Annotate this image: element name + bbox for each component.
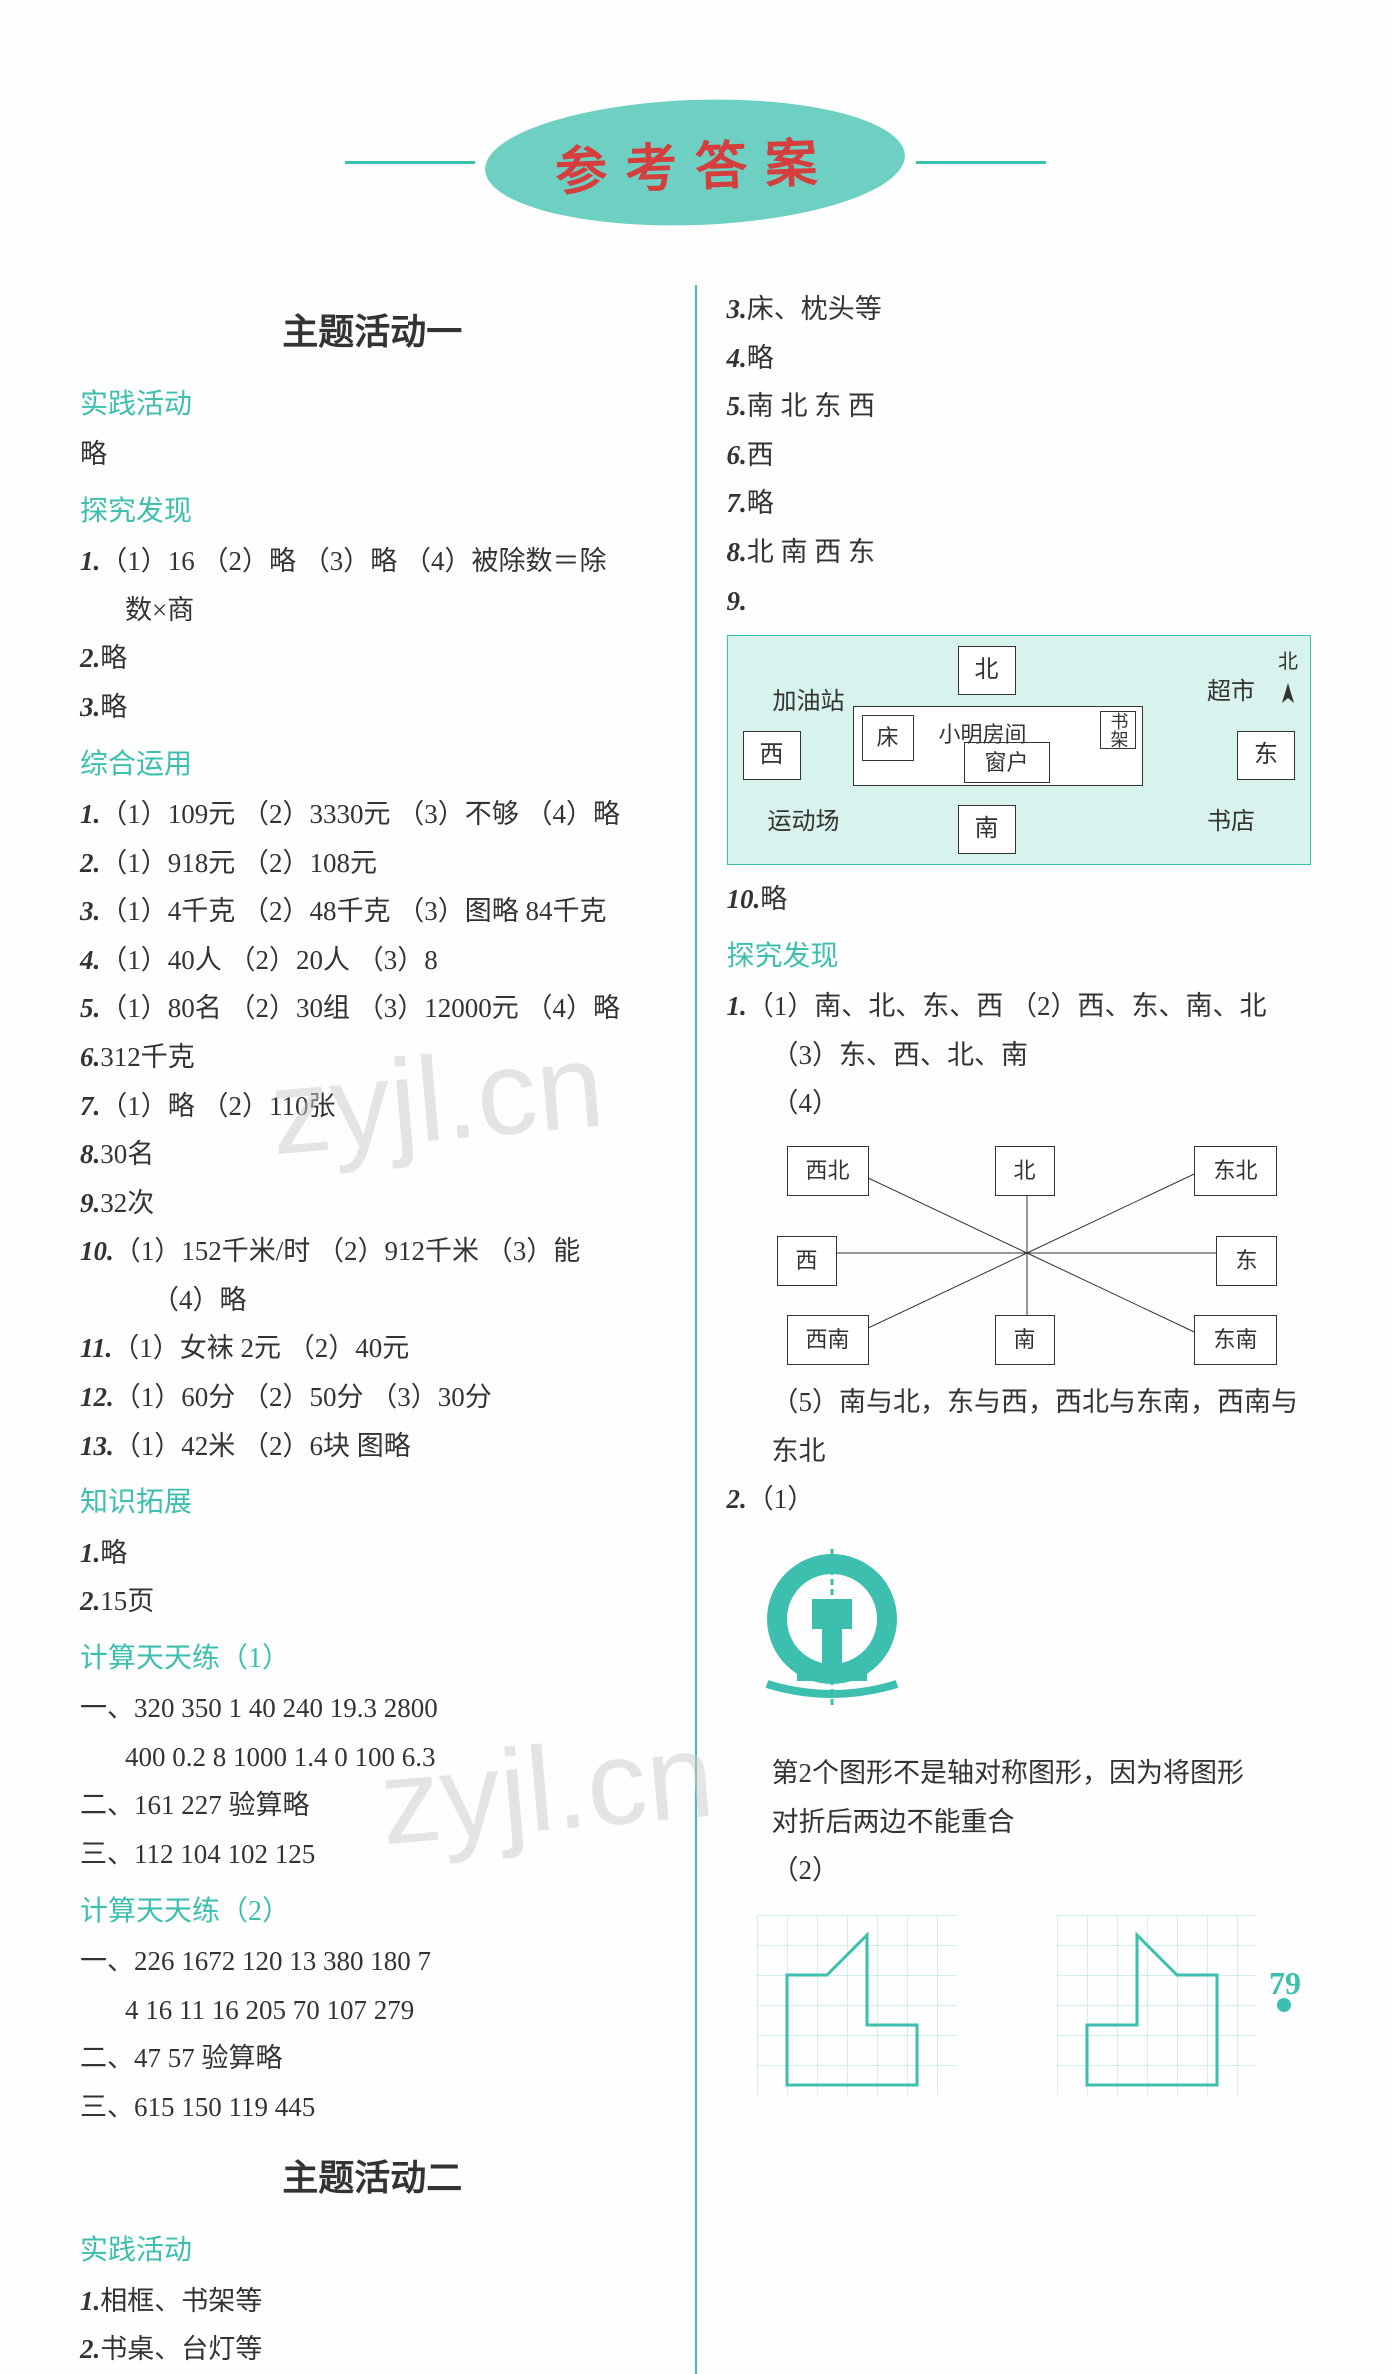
explore2-title: 探究发现 [727, 932, 1312, 982]
compass-se: 东南 [1194, 1315, 1276, 1365]
apply-1: 1.（1）109元 （2）3330元 （3）不够 （4）略 [80, 790, 665, 839]
calc1-1: 一、320 350 1 40 240 19.3 2800 [80, 1684, 665, 1733]
apply-3: 3.（1）4千克 （2）48千克 （3）图略 84千克 [80, 887, 665, 936]
content-columns: 主题活动一 实践活动 略 探究发现 1.（1）16 （2）略 （3）略 （4）被… [80, 285, 1311, 2374]
apply-8: 8.30名 [80, 1130, 665, 1179]
cont-9: 9. [727, 577, 1312, 626]
map-gas: 加油站 [773, 681, 845, 724]
practice2-title: 实践活动 [80, 2226, 665, 2276]
explore-2: 2.略 [80, 634, 665, 683]
compass-e: 东 [1216, 1236, 1276, 1286]
cont-8: 8.北 南 西 东 [727, 528, 1312, 577]
compass-diagram: 西北 北 东北 西 东 西南 南 东南 [747, 1138, 1307, 1368]
map-west: 西 [743, 731, 801, 780]
compass-ne: 东北 [1194, 1146, 1276, 1196]
shape-left [757, 1915, 957, 2095]
apply-12: 12.（1）60分 （2）50分 （3）30分 [80, 1373, 665, 1422]
calc2-title: 计算天天练（2） [80, 1887, 665, 1937]
map-bed: 床 [862, 715, 914, 761]
cont-6: 6.西 [727, 431, 1312, 480]
room-outer: 床 小明房间 书架 窗户 [853, 706, 1143, 786]
apply-5: 5.（1）80名 （2）30组 （3）12000元 （4）略 [80, 984, 665, 1033]
map-east: 东 [1237, 731, 1295, 780]
extend-2: 2.15页 [80, 1577, 665, 1626]
compass-w: 西 [777, 1236, 837, 1286]
shape-right [1057, 1915, 1257, 2095]
map-diagram: 北 加油站 超市 西 东 床 小明房间 书架 窗户 运动场 南 书店 北 [727, 635, 1312, 865]
apply-7: 7.（1）略 （2）110张 [80, 1082, 665, 1131]
shapes-row [757, 1915, 1312, 2095]
apply-6: 6.312千克 [80, 1033, 665, 1082]
compass-nw: 西北 [787, 1146, 869, 1196]
title-line-right [916, 161, 1046, 164]
explore2-2: 2.（1） [727, 1475, 1312, 1524]
compass-s: 南 [995, 1315, 1055, 1365]
map-shelf: 书架 [1100, 711, 1136, 749]
calc2-2: 二、47 57 验算略 [80, 2034, 665, 2083]
apply-title: 综合运用 [80, 740, 665, 790]
calc1-2: 二、161 227 验算略 [80, 1781, 665, 1830]
title-line-left [345, 161, 475, 164]
page-title: 参考答案 [483, 93, 907, 233]
calc2-3: 三、615 150 119 445 [80, 2083, 665, 2132]
cont-7: 7.略 [727, 479, 1312, 528]
column-divider [695, 285, 697, 2374]
practice2-1: 1.相框、书架等 [80, 2277, 665, 2326]
cont-3: 3.床、枕头等 [727, 285, 1312, 334]
cont-10: 10.略 [727, 875, 1312, 924]
explore2-1-5: （5）南与北，东与西，西北与东南，西南与东北 [727, 1378, 1312, 1475]
explore-1: 1.（1）16 （2）略 （3）略 （4）被除数＝除 [80, 537, 665, 586]
title-banner: 参考答案 [80, 100, 1311, 225]
railway-logo-icon [757, 1544, 907, 1714]
explore2-1: 1.（1）南、北、东、西 （2）西、东、南、北 [727, 982, 1312, 1031]
compass-sw: 西南 [787, 1315, 869, 1365]
calc1-1b: 400 0.2 8 1000 1.4 0 100 6.3 [80, 1733, 665, 1782]
map-north: 北 [958, 646, 1016, 695]
explore2-2text1: 第2个图形不是轴对称图形，因为将图形 [727, 1749, 1312, 1798]
apply-13: 13.（1）42米 （2）6块 图略 [80, 1422, 665, 1471]
apply-4: 4.（1）40人 （2）20人 （3）8 [80, 936, 665, 985]
explore-title: 探究发现 [80, 487, 665, 537]
compass-n: 北 [995, 1146, 1055, 1196]
extend-title: 知识拓展 [80, 1478, 665, 1528]
explore2-2b: （2） [727, 1846, 1312, 1895]
explore-3: 3.略 [80, 683, 665, 732]
cont-4: 4.略 [727, 334, 1312, 383]
explore2-1b: （3）东、西、北、南 [727, 1031, 1312, 1080]
cont-5: 5.南 北 东 西 [727, 382, 1312, 431]
map-window: 窗户 [964, 742, 1050, 784]
map-bookstore: 书店 [1207, 801, 1255, 844]
right-column: 3.床、枕头等 4.略 5.南 北 东 西 6.西 7.略 8.北 南 西 东 … [727, 285, 1312, 2374]
calc1-3: 三、112 104 102 125 [80, 1830, 665, 1879]
topic2-title: 主题活动二 [80, 2146, 665, 2211]
practice-line: 略 [80, 430, 665, 479]
calc2-1: 一、226 1672 120 13 380 180 7 [80, 1937, 665, 1986]
page-dot [1277, 1998, 1291, 2012]
explore-1b: 数×商 [80, 586, 665, 635]
apply-11: 11.（1）女袜 2元 （2）40元 [80, 1324, 665, 1373]
topic1-title: 主题活动一 [80, 300, 665, 365]
apply-10: 10.（1）152千米/时 （2）912千米 （3）能 [80, 1227, 665, 1276]
apply-10b: （4）略 [80, 1276, 665, 1325]
map-market: 超市 [1207, 671, 1255, 714]
apply-2: 2.（1）918元 （2）108元 [80, 839, 665, 888]
calc2-1b: 4 16 11 16 205 70 107 279 [80, 1986, 665, 2035]
map-south: 南 [958, 805, 1016, 854]
explore2-2text2: 对折后两边不能重合 [727, 1798, 1312, 1847]
practice2-2: 2.书桌、台灯等 [80, 2325, 665, 2374]
explore2-1c: （4） [727, 1079, 1312, 1128]
practice-title: 实践活动 [80, 380, 665, 430]
extend-1: 1.略 [80, 1529, 665, 1578]
calc1-title: 计算天天练（1） [80, 1634, 665, 1684]
left-column: 主题活动一 实践活动 略 探究发现 1.（1）16 （2）略 （3）略 （4）被… [80, 285, 665, 2374]
map-field: 运动场 [768, 801, 840, 844]
page-number: 79 [1269, 1965, 1301, 2002]
apply-9: 9.32次 [80, 1179, 665, 1228]
north-indicator: 北 [1278, 644, 1298, 729]
